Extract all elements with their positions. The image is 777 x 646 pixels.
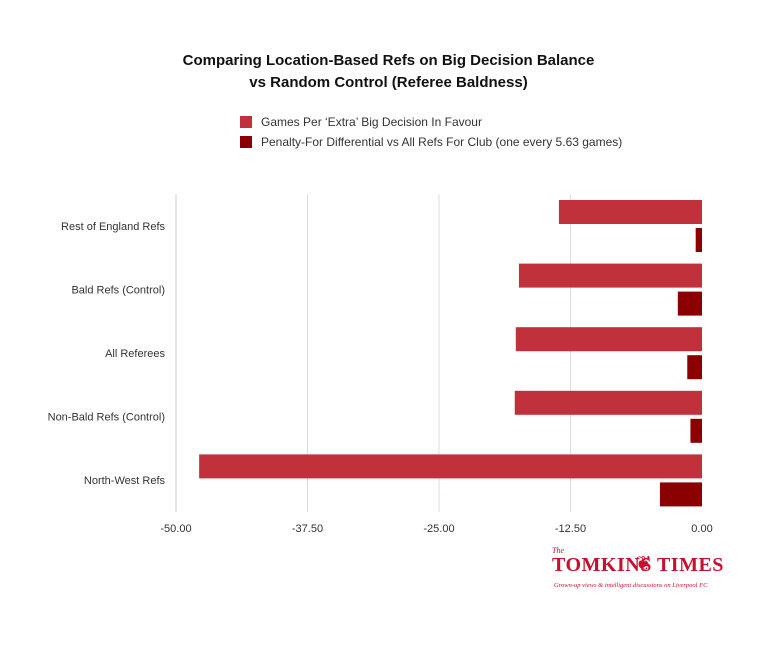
x-tick-label: 0.00: [691, 523, 712, 535]
category-label: North-West Refs: [84, 475, 166, 487]
legend-label-big-decision: Games Per ‘Extra’ Big Decision In Favour: [261, 115, 482, 129]
category-label: Non-Bald Refs (Control): [48, 412, 165, 424]
bar-penalty: [659, 482, 702, 507]
x-tick-label: -25.00: [423, 523, 454, 535]
category-label: Rest of England Refs: [61, 221, 165, 233]
x-tick-label: -12.50: [555, 523, 586, 535]
bar-penalty: [687, 355, 702, 380]
legend-label-penalty: Penalty-For Differential vs All Refs For…: [261, 135, 623, 149]
bar-big-decision: [558, 200, 702, 224]
bar-big-decision: [515, 327, 702, 352]
legend-item-penalty: Penalty-For Differential vs All Refs For…: [240, 133, 622, 151]
logo-the: The: [552, 546, 564, 555]
logo-tagline: Grown-up views & intelligent discussions…: [554, 582, 708, 589]
legend-item-big-decision: Games Per ‘Extra’ Big Decision In Favour: [240, 113, 482, 131]
category-label: Bald Refs (Control): [71, 284, 165, 296]
bar-penalty: [690, 418, 702, 443]
tomkins-times-logo: The TOMKINS TIMES ❦ Grown-up views & int…: [552, 546, 732, 596]
legend-swatch-big-decision: [240, 116, 252, 128]
bar-big-decision: [199, 454, 703, 479]
bar-penalty: [695, 228, 702, 252]
category-label: All Referees: [105, 348, 165, 360]
legend-swatch-penalty: [240, 136, 252, 148]
chart-title-line-1: Comparing Location-Based Refs on Big Dec…: [182, 52, 595, 69]
x-tick-label: -50.00: [160, 523, 191, 535]
x-tick-label: -37.50: [292, 523, 323, 535]
bar-big-decision: [518, 263, 702, 288]
chart-title-line-2: vs Random Control (Referee Baldness): [249, 74, 528, 91]
logo-name: TOMKINS TIMES: [552, 554, 724, 576]
liver-bird-icon: ❦: [635, 553, 652, 575]
bar-penalty: [677, 291, 702, 316]
bar-big-decision: [514, 390, 702, 415]
